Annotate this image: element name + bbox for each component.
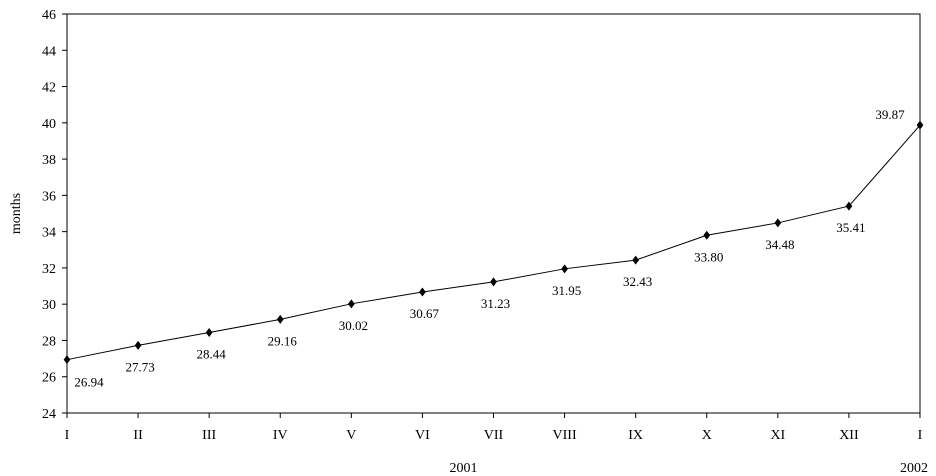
y-tick-label: 40 — [42, 117, 56, 132]
y-tick-label: 34 — [42, 226, 56, 241]
data-point — [134, 340, 142, 350]
x-tick-label: XI — [770, 428, 785, 443]
y-tick-label: 42 — [42, 81, 56, 96]
plot-border — [66, 13, 921, 414]
x-axis: I II III IV V VI VII VIII IX X XI XII I — [65, 413, 923, 443]
data-point — [632, 255, 640, 265]
x-tick-label: VII — [484, 428, 504, 443]
y-axis-title: months — [9, 193, 24, 234]
data-labels: 26.94 27.73 28.44 29.16 30.02 30.67 31.23 31.95… — [74, 107, 905, 390]
data-label: 34.48 — [765, 237, 794, 252]
data-label: 31.95 — [552, 283, 581, 298]
y-tick-label: 38 — [42, 153, 56, 168]
data-point — [490, 277, 497, 287]
data-label: 39.87 — [875, 107, 905, 122]
x-tick-label: VIII — [553, 428, 577, 443]
data-point — [347, 299, 355, 309]
x-tick-label: X — [702, 428, 712, 443]
series-months — [63, 120, 924, 365]
y-tick-label: 36 — [42, 189, 56, 204]
x-tick-label: II — [133, 428, 143, 443]
data-label: 27.73 — [125, 359, 154, 374]
data-label: 29.16 — [268, 333, 298, 348]
year-label-2002: 2002 — [900, 461, 928, 476]
y-tick-label: 24 — [42, 407, 56, 422]
y-tick-label: 28 — [42, 334, 56, 349]
plot-frame — [66, 13, 921, 414]
data-point — [774, 218, 782, 228]
x-tick-label: VI — [415, 428, 430, 443]
year-label-2001: 2001 — [450, 461, 478, 476]
y-axis: 24 26 28 30 32 34 36 38 40 42 44 46 — [42, 8, 67, 422]
data-point — [703, 230, 711, 240]
data-label: 30.02 — [339, 318, 368, 333]
y-tick-label: 26 — [42, 371, 56, 386]
data-label: 28.44 — [197, 346, 227, 361]
x-tick-label: V — [346, 428, 356, 443]
y-tick-label: 30 — [42, 298, 56, 313]
data-point — [916, 120, 924, 130]
data-point — [845, 201, 853, 211]
data-label: 33.80 — [694, 249, 723, 264]
data-label: 35.41 — [836, 220, 865, 235]
x-tick-label: IX — [628, 428, 643, 443]
data-point — [276, 314, 284, 324]
x-tick-label: III — [202, 428, 216, 443]
data-label: 31.23 — [481, 296, 510, 311]
x-tick-label: XII — [839, 428, 859, 443]
y-tick-label: 46 — [42, 8, 56, 23]
data-label: 26.94 — [74, 375, 104, 390]
data-point — [205, 327, 213, 337]
data-point — [63, 355, 71, 365]
data-label: 32.43 — [623, 274, 652, 289]
data-point — [419, 287, 426, 297]
y-tick-label: 44 — [42, 44, 56, 59]
x-tick-label: IV — [273, 428, 288, 443]
year-labels: 2001 2002 — [450, 461, 929, 476]
data-point — [561, 264, 568, 274]
data-label: 30.67 — [410, 306, 440, 321]
y-tick-label: 32 — [42, 262, 56, 277]
x-tick-label: I — [918, 428, 923, 443]
x-tick-label: I — [65, 428, 70, 443]
